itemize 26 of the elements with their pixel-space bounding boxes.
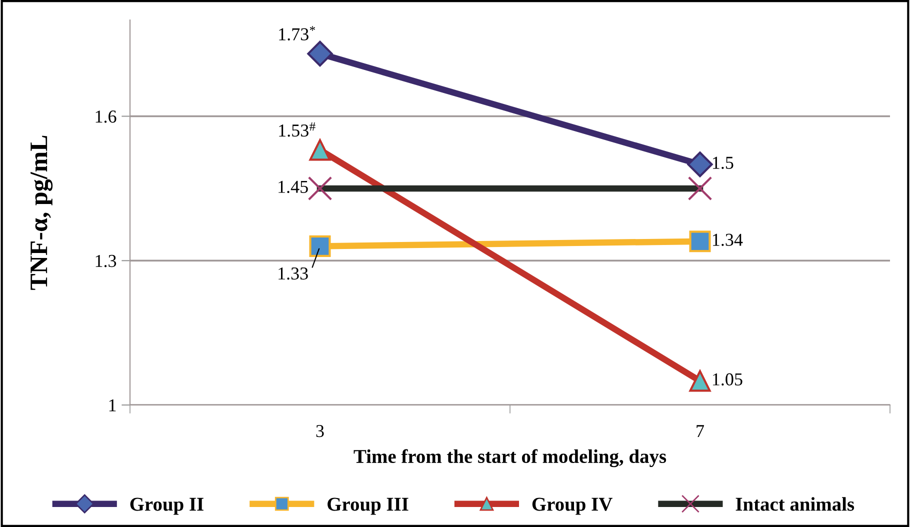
data-label: 1.05 (712, 373, 742, 386)
point (688, 176, 712, 201)
point (309, 139, 331, 161)
legend-label: Group III (328, 498, 408, 515)
point (689, 230, 711, 252)
x-tick-label: 7 (696, 425, 704, 437)
data-label: 1.45 (278, 180, 308, 194)
data-label: 1.34 (712, 234, 743, 246)
data-label: 1.5 (712, 156, 734, 169)
data-label: 1.53$^{#}$ (279, 122, 316, 137)
point (687, 152, 713, 178)
data-label: 1.33 (278, 267, 308, 280)
legend-label: Intact animals (736, 497, 854, 511)
y-tick-label: 1.6 (96, 110, 116, 123)
y-axis-title: TNF-α, pg/mL (30, 136, 53, 290)
point (308, 176, 332, 201)
y-tick-label: 1.3 (96, 254, 116, 268)
x-tick-label: 3 (316, 425, 324, 438)
legend-label: Group II (130, 498, 204, 515)
data-label: 1.73$^{*}$ (279, 26, 316, 40)
y-tick-label: 1 (109, 399, 116, 412)
x-axis-title: Time from the start of modeling, days (354, 449, 666, 468)
point (307, 40, 333, 67)
point (689, 370, 711, 392)
point (309, 235, 331, 257)
legend-label: Group IV (532, 498, 612, 515)
